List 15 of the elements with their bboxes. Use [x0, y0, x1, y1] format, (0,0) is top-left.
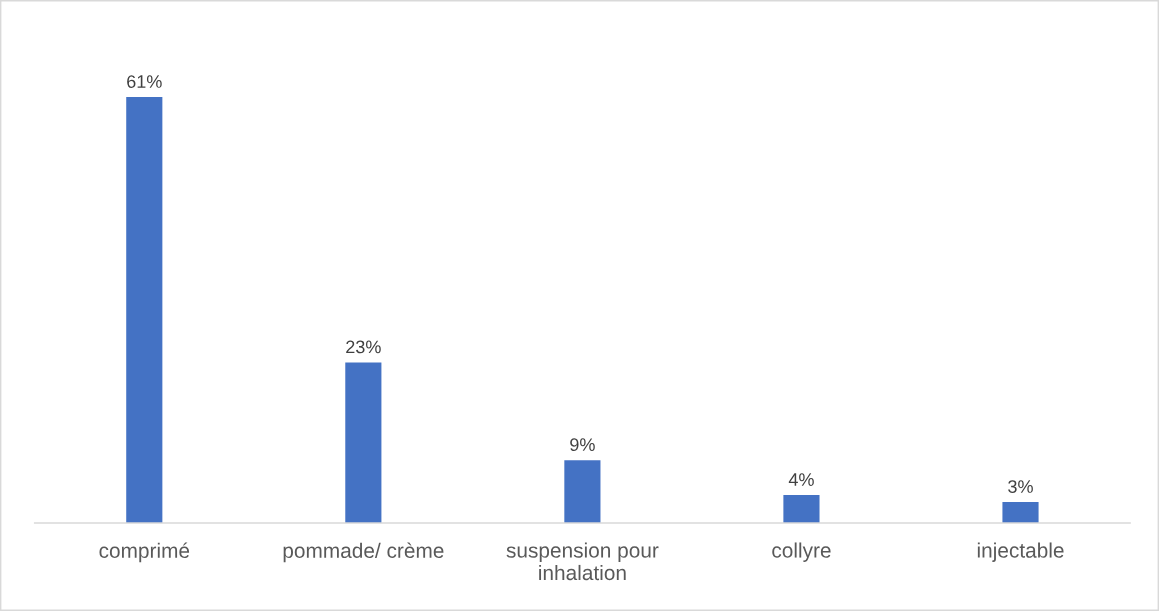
data-label: 4% [788, 473, 814, 486]
data-label: 23% [346, 340, 381, 354]
data-label: 9% [570, 438, 595, 452]
bar [1002, 502, 1039, 524]
data-label: 3% [1008, 480, 1033, 493]
bar [345, 362, 382, 524]
bar [564, 460, 601, 524]
x-tick-label: suspension pour inhalation [506, 542, 659, 581]
bar [783, 495, 820, 524]
bar [126, 97, 163, 524]
x-tick-label: comprimé [99, 542, 190, 563]
x-tick-label: collyre [772, 542, 831, 562]
x-tick-label: injectable [977, 542, 1064, 562]
data-label: 61% [127, 75, 162, 88]
x-tick-label: pommade/ crème [283, 542, 444, 563]
